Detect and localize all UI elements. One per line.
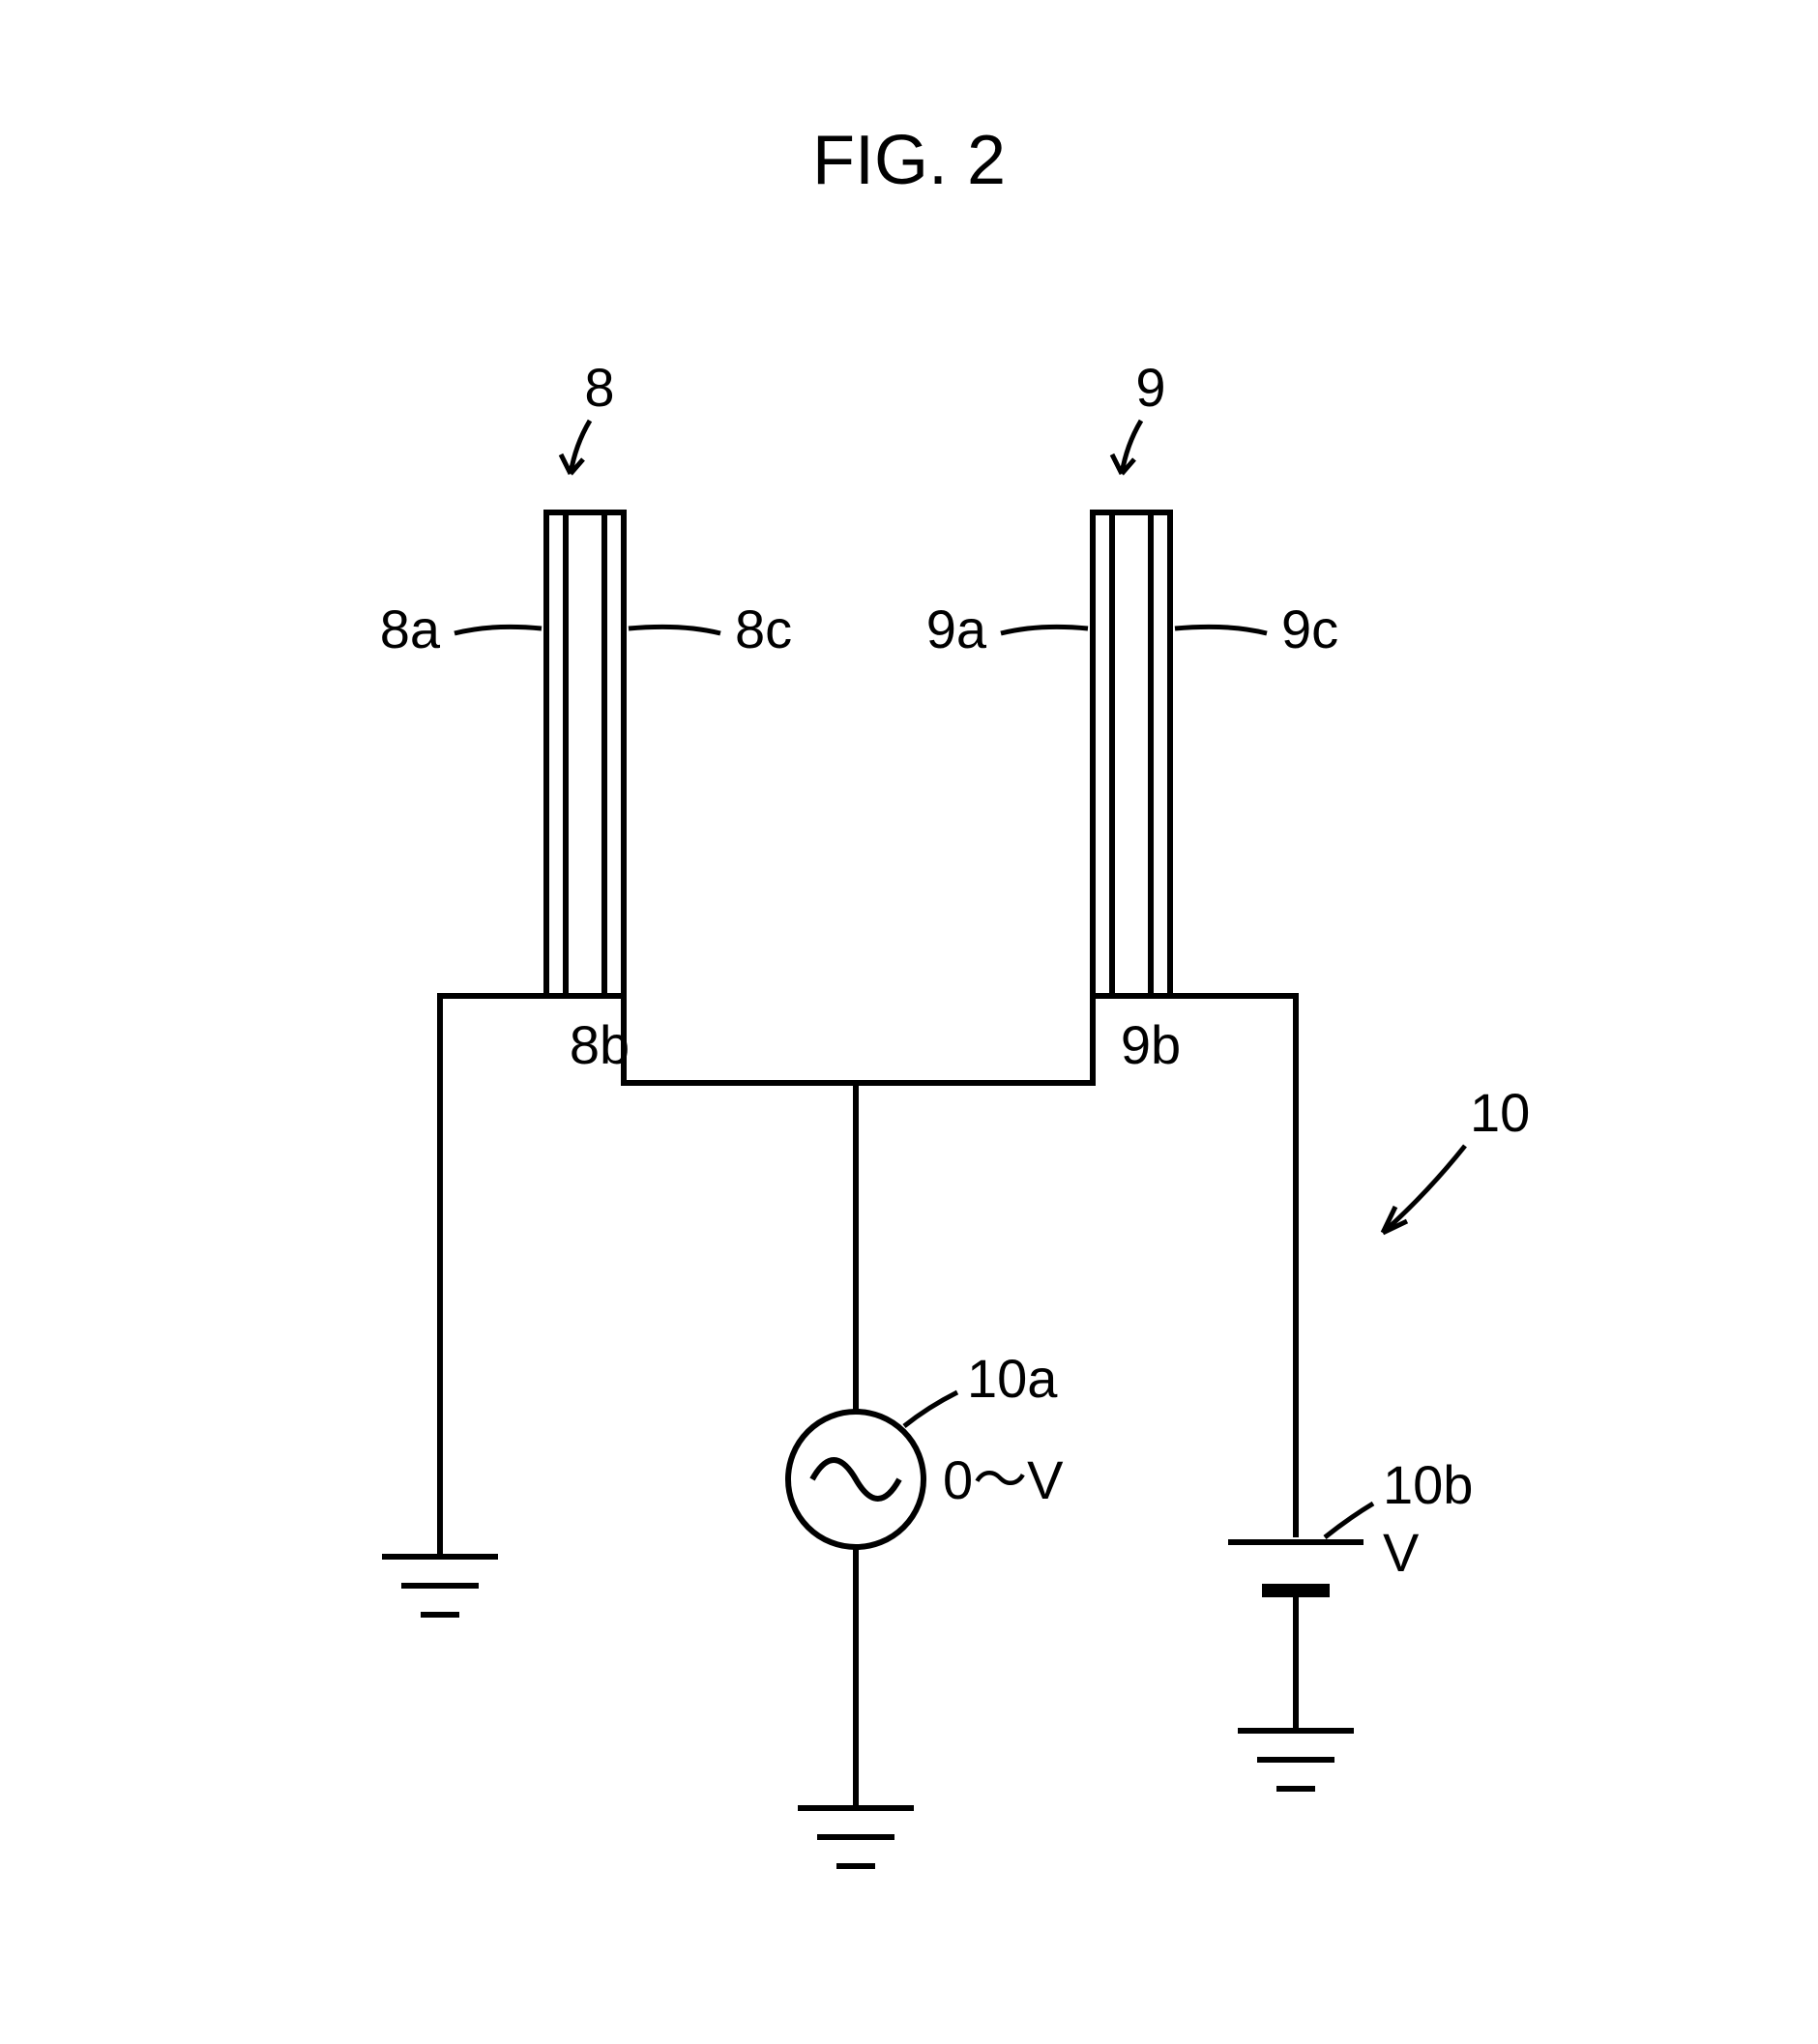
label-9: 9: [1112, 357, 1166, 474]
component-9: [1093, 512, 1170, 996]
svg-text:10b: 10b: [1383, 1454, 1473, 1515]
label-10: 10: [1383, 1082, 1530, 1233]
ground-center-icon: [798, 1808, 914, 1866]
svg-text:10: 10: [1470, 1082, 1530, 1143]
svg-text:9c: 9c: [1281, 599, 1338, 659]
label-10a: 10a: [904, 1348, 1058, 1426]
wire-inner-bus: [624, 996, 1093, 1083]
label-9b: 9b: [1121, 1014, 1181, 1075]
label-9c: 9c: [1175, 599, 1338, 659]
label-8c: 8c: [629, 599, 792, 659]
component-8: [546, 512, 624, 996]
svg-text:8a: 8a: [380, 599, 441, 659]
wire-right-to-dc: [1170, 996, 1296, 1537]
dc-source-icon: [1228, 1542, 1364, 1591]
wire-left-to-ground: [440, 996, 546, 1557]
figure-title: FIG. 2: [812, 122, 1006, 199]
svg-text:9: 9: [1135, 357, 1165, 418]
ground-right-icon: [1238, 1731, 1354, 1789]
circuit-diagram: FIG. 2 8 9 8a 8c 9a 9c: [0, 0, 1818, 2044]
label-9a: 9a: [926, 599, 1088, 659]
label-8: 8: [561, 357, 615, 474]
svg-text:9a: 9a: [926, 599, 987, 659]
dc-voltage-label: V: [1383, 1522, 1420, 1583]
svg-text:8c: 8c: [735, 599, 792, 659]
svg-text:8: 8: [584, 357, 614, 418]
ground-left-icon: [382, 1557, 498, 1615]
ac-range-label: 0～V: [943, 1449, 1064, 1510]
label-8b: 8b: [570, 1014, 630, 1075]
ac-source-icon: [788, 1412, 924, 1547]
label-8a: 8a: [380, 599, 542, 659]
svg-text:9b: 9b: [1121, 1014, 1181, 1075]
svg-text:8b: 8b: [570, 1014, 630, 1075]
svg-text:10a: 10a: [967, 1348, 1058, 1409]
